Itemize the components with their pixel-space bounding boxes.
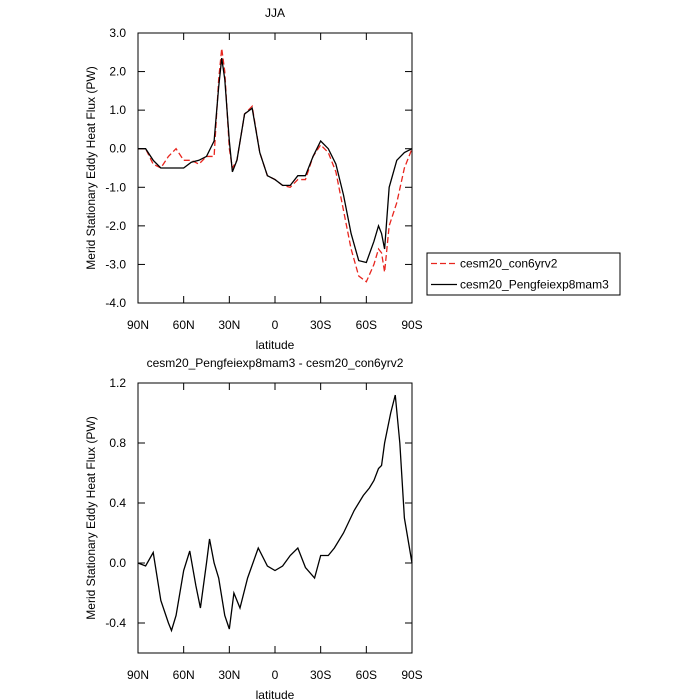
x-tick-label: 60N [173,668,195,682]
chart-title: JJA [265,6,285,20]
x-tick-label: 60S [356,668,377,682]
data-line [138,57,413,264]
x-tick-label: 30N [218,668,240,682]
y-tick-label: -0.4 [105,616,126,630]
x-tick-label: 60S [356,318,377,332]
y-axis-label: Merid Stationary Eddy Heat Flux (PW) [84,66,98,269]
legend-label: cesm20_Pengfeiexp8mam3 [460,278,609,292]
x-axis-label: latitude [256,338,295,352]
legend-box [426,252,621,296]
x-tick-label: 90N [127,668,149,682]
x-tick-label: 0 [272,318,279,332]
data-line [138,48,413,283]
x-axis-label: latitude [256,688,295,700]
x-tick-label: 30S [310,668,331,682]
y-tick-label: -2.0 [105,219,126,233]
x-tick-label: 0 [272,668,279,682]
chart-title: cesm20_Pengfeiexp8mam3 - cesm20_con6yrv2 [147,356,404,370]
x-tick-label: 90S [401,668,422,682]
x-tick-label: 30S [310,318,331,332]
x-tick-label: 30N [218,318,240,332]
y-tick-label: 0.4 [109,496,126,510]
y-tick-label: 1.2 [109,376,126,390]
y-tick-label: -1.0 [105,180,126,194]
y-tick-label: 1.0 [109,103,126,117]
y-tick-label: 3.0 [109,26,126,40]
y-tick-label: 0.0 [109,556,126,570]
x-tick-label: 60N [173,318,195,332]
legend-label: cesm20_con6yrv2 [460,257,558,271]
y-tick-label: 0.0 [109,142,126,156]
y-axis-label: Merid Stationary Eddy Heat Flux (PW) [84,416,98,619]
y-tick-label: 2.0 [109,65,126,79]
data-line [137,394,413,633]
y-tick-label: 0.8 [109,436,126,450]
y-tick-label: -3.0 [105,257,126,271]
y-tick-label: -4.0 [105,296,126,310]
plot-frame [137,32,413,304]
x-tick-label: 90S [401,318,422,332]
x-tick-label: 90N [127,318,149,332]
plot-frame [137,382,413,654]
